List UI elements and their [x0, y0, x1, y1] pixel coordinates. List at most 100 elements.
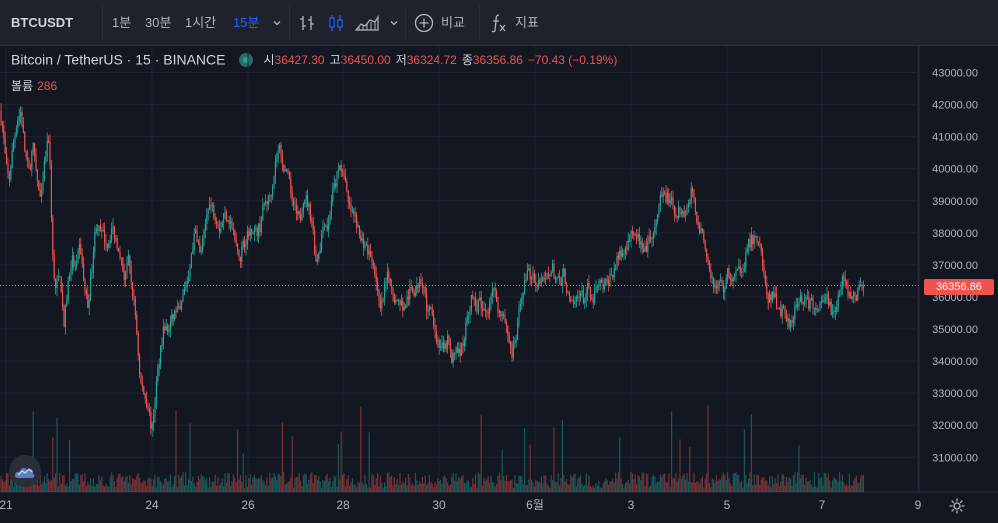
bars-style-icon[interactable]: [298, 0, 316, 46]
volume-bar: [221, 478, 223, 492]
candle-body: [405, 306, 407, 308]
candle-body: [780, 308, 782, 317]
candle-body: [260, 220, 262, 233]
candle-body: [519, 303, 521, 309]
volume-bar: [820, 476, 822, 492]
candles-style-icon[interactable]: [327, 0, 345, 46]
volume-bar: [270, 478, 272, 492]
candle-body: [81, 253, 83, 264]
volume-bar: [169, 474, 171, 492]
volume-bar: [797, 472, 799, 492]
candle-body: [140, 373, 142, 383]
candle-body: [456, 347, 458, 353]
tradingview-logo-icon[interactable]: [9, 455, 41, 487]
candle-body: [165, 325, 167, 331]
interval-1min[interactable]: 1분: [112, 15, 132, 30]
volume-bar: [679, 439, 681, 492]
interval-1hour[interactable]: 1시간: [185, 15, 217, 30]
volume-bar: [207, 487, 209, 492]
candle-body: [727, 268, 729, 278]
candle-body: [623, 252, 625, 254]
volume-bar: [120, 477, 122, 492]
candle-body: [398, 300, 400, 301]
candle-body: [269, 195, 271, 197]
candle-body: [701, 229, 703, 232]
chevron-down-icon[interactable]: [272, 0, 282, 46]
candle-body: [791, 320, 793, 323]
volume-bar: [505, 475, 507, 492]
volume-bar: [76, 472, 78, 492]
candle-body: [337, 169, 339, 173]
volume-bar: [700, 478, 702, 492]
interval-30min[interactable]: 30분: [145, 15, 172, 30]
volume-bar: [760, 479, 762, 492]
volume-bar: [575, 485, 577, 492]
candle-body: [710, 269, 712, 279]
candle-body: [510, 342, 512, 348]
volume-bar: [22, 486, 24, 492]
candle-body: [141, 382, 143, 387]
volume-bar: [300, 480, 302, 492]
volume-bar: [615, 472, 617, 492]
fx-icon[interactable]: [490, 0, 508, 46]
candle-body: [749, 239, 751, 248]
interval-15min[interactable]: 15분: [233, 15, 260, 30]
volume-bar: [696, 480, 698, 492]
volume-bar: [35, 484, 37, 492]
volume-bar: [475, 474, 477, 492]
volume-bar: [433, 487, 435, 492]
volume-bar: [234, 477, 236, 492]
symbol-search[interactable]: BTCUSDT: [11, 15, 74, 30]
candle-body: [823, 300, 825, 301]
candle-body: [98, 225, 100, 231]
candle-body: [59, 276, 61, 278]
candle-body: [743, 267, 745, 272]
volume-bar: [715, 475, 717, 492]
series-legend: Bitcoin / TetherUS · 15 · BINANCE 시36427.…: [11, 51, 622, 68]
add-circle-icon[interactable]: [414, 0, 434, 46]
chevron-down-icon[interactable]: [389, 0, 399, 46]
candle-body: [563, 268, 565, 277]
volume-bar: [500, 480, 502, 492]
candle-body: [721, 280, 723, 286]
volume-bar: [599, 487, 601, 492]
area-style-icon[interactable]: [355, 0, 379, 46]
volume-bar: [214, 474, 216, 492]
candle-body: [503, 314, 505, 316]
volume-bar: [809, 479, 811, 492]
candle-body: [487, 311, 489, 314]
compare-button[interactable]: 비교: [441, 15, 465, 30]
price-tick-label: 35000.00: [932, 324, 978, 336]
volume-bar: [102, 485, 104, 492]
gear-icon[interactable]: [948, 497, 966, 518]
volume-bar: [148, 477, 150, 492]
candle-body: [484, 308, 486, 311]
volume-bar: [609, 481, 611, 492]
volume-bar: [95, 483, 97, 492]
volume-bar: [38, 485, 40, 492]
volume-bar: [671, 411, 673, 492]
volume-bar: [307, 483, 309, 492]
volume-bar: [416, 480, 418, 492]
volume-bar: [335, 477, 337, 492]
candle-body: [188, 277, 190, 281]
volume-bar: [651, 476, 653, 492]
volume-bar: [699, 483, 701, 492]
indicators-button[interactable]: 지표: [515, 15, 539, 30]
candle-body: [94, 232, 96, 253]
candle-body: [281, 155, 283, 165]
candle-body: [391, 284, 393, 289]
volume-bar: [763, 477, 765, 492]
candle-body: [267, 195, 269, 205]
volume-bar: [568, 484, 570, 492]
candle-body: [167, 325, 169, 333]
candle-body: [36, 169, 38, 181]
candle-body: [266, 201, 268, 205]
candle-body: [297, 211, 299, 214]
candle-body: [106, 243, 108, 248]
candle-body: [288, 172, 290, 180]
price-chart[interactable]: 43000.00 42000.00 41000.00 40000.00 39000.00…: [0, 46, 998, 523]
candle-body: [186, 280, 188, 287]
candle-body: [87, 293, 89, 308]
candle-body: [860, 284, 862, 286]
